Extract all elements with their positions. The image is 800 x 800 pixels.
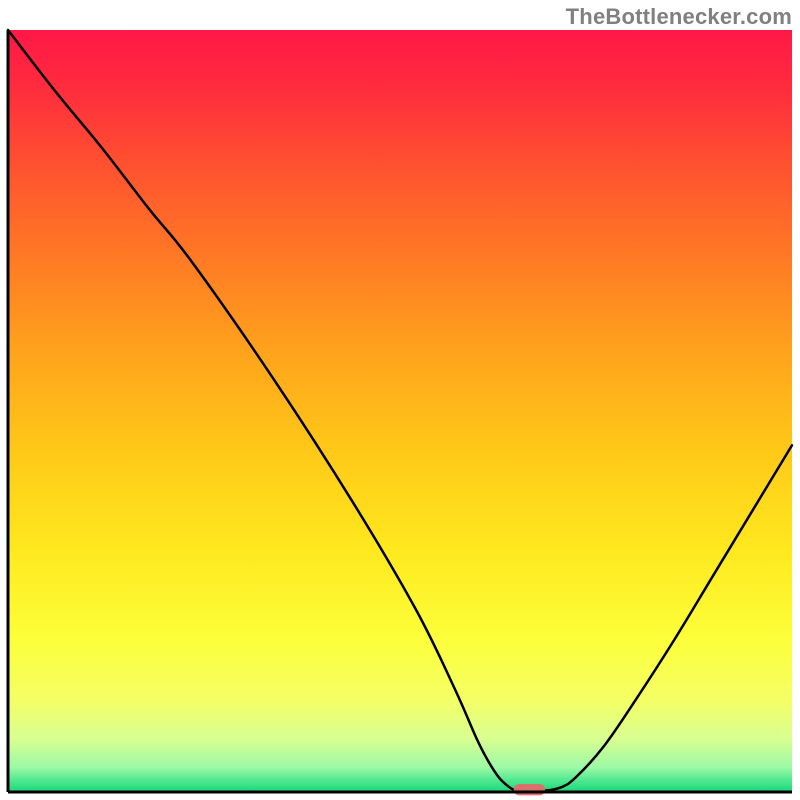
chart-background — [8, 30, 792, 792]
optimal-point-marker — [514, 784, 545, 795]
bottleneck-curve-chart — [0, 0, 800, 800]
watermark-text: TheBottlenecker.com — [566, 4, 792, 30]
chart-container: TheBottlenecker.com — [0, 0, 800, 800]
